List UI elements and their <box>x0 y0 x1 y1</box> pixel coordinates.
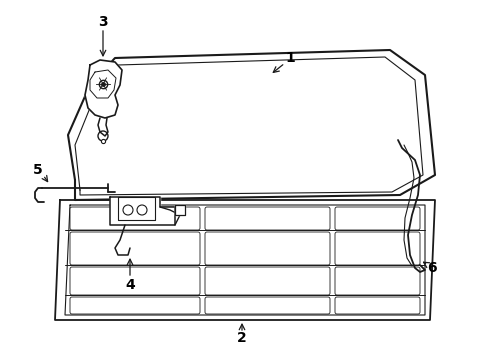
FancyBboxPatch shape <box>70 297 200 314</box>
FancyBboxPatch shape <box>335 267 420 295</box>
Text: 1: 1 <box>285 51 295 65</box>
Text: 3: 3 <box>98 15 108 29</box>
Text: 6: 6 <box>427 261 437 275</box>
Polygon shape <box>175 205 185 215</box>
FancyBboxPatch shape <box>70 232 200 265</box>
Polygon shape <box>68 50 435 200</box>
Text: 5: 5 <box>33 163 43 177</box>
FancyBboxPatch shape <box>70 267 200 295</box>
FancyBboxPatch shape <box>335 297 420 314</box>
FancyBboxPatch shape <box>335 232 420 265</box>
Polygon shape <box>85 60 122 118</box>
FancyBboxPatch shape <box>205 207 330 230</box>
Text: 2: 2 <box>237 331 247 345</box>
Polygon shape <box>55 200 435 320</box>
Polygon shape <box>110 197 175 225</box>
FancyBboxPatch shape <box>205 297 330 314</box>
FancyBboxPatch shape <box>70 207 200 230</box>
FancyBboxPatch shape <box>335 207 420 230</box>
Text: 4: 4 <box>125 278 135 292</box>
FancyBboxPatch shape <box>205 232 330 265</box>
FancyBboxPatch shape <box>205 267 330 295</box>
